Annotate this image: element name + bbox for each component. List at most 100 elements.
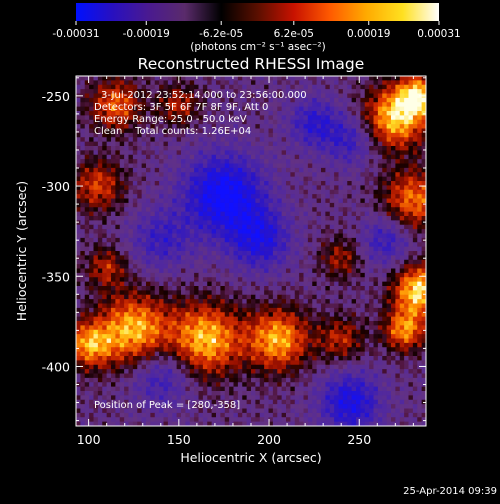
heatmap-cell — [325, 260, 330, 265]
heatmap-cell — [229, 212, 234, 217]
heatmap-cell — [273, 260, 278, 265]
heatmap-cell — [391, 225, 396, 230]
heatmap-cell — [225, 168, 230, 173]
heatmap-cell — [295, 220, 300, 225]
heatmap-cell — [155, 168, 160, 173]
heatmap-cell — [317, 247, 322, 252]
heatmap-cell — [155, 343, 160, 348]
heatmap-cell — [216, 199, 221, 204]
heatmap-cell — [133, 220, 138, 225]
heatmap-cell — [378, 111, 383, 116]
heatmap-cell — [312, 304, 317, 309]
heatmap-cell — [94, 317, 99, 322]
heatmap-cell — [234, 343, 239, 348]
heatmap-cell — [334, 277, 339, 282]
heatmap-cell — [400, 159, 405, 164]
heatmap-cell — [334, 124, 339, 129]
heatmap-cell — [369, 290, 374, 295]
heatmap-cell — [264, 260, 269, 265]
heatmap-cell — [264, 207, 269, 212]
heatmap-cell — [334, 85, 339, 90]
heatmap-cell — [269, 334, 274, 339]
heatmap-cell — [409, 234, 414, 239]
heatmap-cell — [391, 159, 396, 164]
heatmap-cell — [395, 286, 400, 291]
heatmap-cell — [76, 304, 81, 309]
heatmap-cell — [290, 317, 295, 322]
heatmap-cell — [194, 330, 199, 335]
heatmap-cell — [308, 89, 313, 94]
heatmap-cell — [395, 325, 400, 330]
heatmap-cell — [94, 177, 99, 182]
heatmap-cell — [356, 216, 361, 221]
heatmap-cell — [282, 194, 287, 199]
heatmap-cell — [203, 220, 208, 225]
heatmap-cell — [177, 260, 182, 265]
heatmap-cell — [85, 247, 90, 252]
heatmap-cell — [273, 277, 278, 282]
heatmap-cell — [400, 80, 405, 85]
heatmap-cell — [150, 238, 155, 243]
heatmap-cell — [365, 124, 370, 129]
heatmap-cell — [391, 98, 396, 103]
heatmap-cell — [330, 321, 335, 326]
heatmap-cell — [264, 251, 269, 256]
heatmap-cell — [199, 330, 204, 335]
heatmap-cell — [216, 177, 221, 182]
heatmap-cell — [164, 282, 169, 287]
heatmap-cell — [347, 107, 352, 112]
heatmap-cell — [98, 185, 103, 190]
heatmap-cell — [194, 334, 199, 339]
heatmap-cell — [185, 282, 190, 287]
heatmap-cell — [369, 190, 374, 195]
heatmap-cell — [124, 282, 129, 287]
heatmap-cell — [207, 317, 212, 322]
heatmap-cell — [194, 286, 199, 291]
heatmap-cell — [321, 255, 326, 260]
heatmap-cell — [400, 247, 405, 252]
heatmap-cell — [339, 242, 344, 247]
heatmap-cell — [255, 242, 260, 247]
heatmap-cell — [164, 247, 169, 252]
heatmap-cell — [129, 194, 134, 199]
heatmap-cell — [382, 164, 387, 169]
heatmap-cell — [102, 255, 107, 260]
heatmap-cell — [343, 295, 348, 300]
heatmap-cell — [234, 317, 239, 322]
heatmap-cell — [295, 238, 300, 243]
heatmap-cell — [146, 321, 151, 326]
heatmap-cell — [395, 330, 400, 335]
heatmap-cell — [317, 194, 322, 199]
heatmap-cell — [334, 308, 339, 313]
heatmap-cell — [343, 164, 348, 169]
heatmap-cell — [304, 111, 309, 116]
heatmap-cell — [168, 185, 173, 190]
heatmap-cell — [238, 190, 243, 195]
heatmap-cell — [387, 264, 392, 269]
heatmap-cell — [129, 260, 134, 265]
heatmap-cell — [225, 212, 230, 217]
heatmap-cell — [107, 150, 112, 155]
heatmap-cell — [277, 251, 282, 256]
heatmap-cell — [277, 304, 282, 309]
heatmap-cell — [142, 203, 147, 208]
heatmap-cell — [146, 137, 151, 142]
heatmap-cell — [325, 325, 330, 330]
heatmap-cell — [199, 255, 204, 260]
heatmap-cell — [264, 168, 269, 173]
heatmap-cell — [177, 203, 182, 208]
heatmap-cell — [181, 260, 186, 265]
heatmap-cell — [115, 146, 120, 151]
heatmap-cell — [282, 203, 287, 208]
heatmap-cell — [395, 282, 400, 287]
heatmap-cell — [185, 269, 190, 274]
heatmap-cell — [164, 185, 169, 190]
heatmap-cell — [356, 299, 361, 304]
heatmap-cell — [286, 264, 291, 269]
heatmap-cell — [177, 299, 182, 304]
heatmap-cell — [378, 330, 383, 335]
heatmap-cell — [409, 216, 414, 221]
heatmap-cell — [185, 181, 190, 186]
heatmap-cell — [220, 325, 225, 330]
